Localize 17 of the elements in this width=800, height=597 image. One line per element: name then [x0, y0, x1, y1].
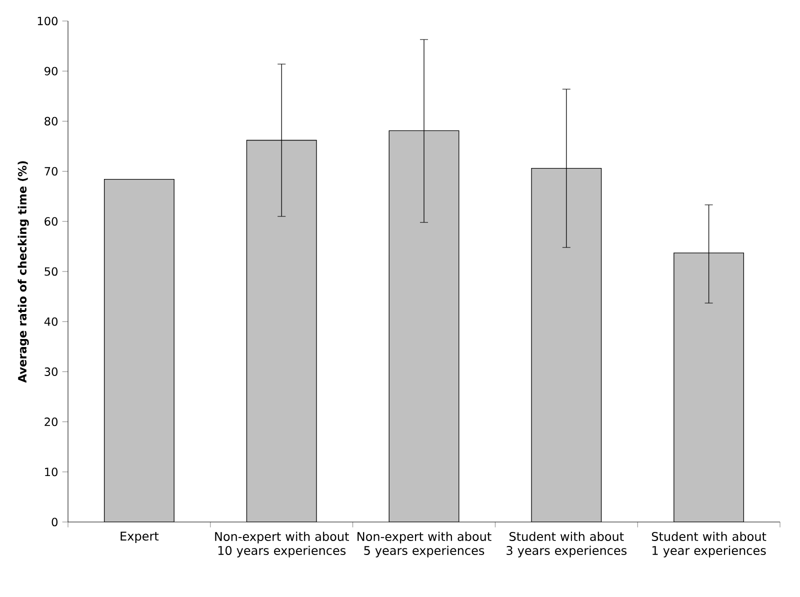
- x-tick-label: Student with about 3 years experiences: [506, 532, 627, 558]
- x-tick-label: Expert: [120, 532, 159, 543]
- y-tick-label: 30: [44, 367, 58, 376]
- y-tick-label: 60: [44, 217, 58, 226]
- y-tick-label: 0: [52, 518, 58, 526]
- y-tick-label: 20: [44, 418, 58, 426]
- y-tick-label: 50: [44, 267, 58, 276]
- y-axis-title: Average ratio of checking time (%): [18, 161, 29, 383]
- y-tick-label: 80: [44, 116, 58, 126]
- x-tick-label: Non-expert with about 10 years experiences: [215, 532, 349, 558]
- y-tick-label: 90: [44, 66, 58, 76]
- y-tick-label: 40: [44, 317, 58, 326]
- y-tick-label: 10: [45, 468, 58, 476]
- x-tick-label: Student with about 1 year experiences: [652, 532, 766, 558]
- y-tick-label: 70: [44, 167, 58, 176]
- x-tick-label: Non-expert with about 5 years experiences: [358, 532, 492, 558]
- y-tick-label: 100: [38, 16, 58, 26]
